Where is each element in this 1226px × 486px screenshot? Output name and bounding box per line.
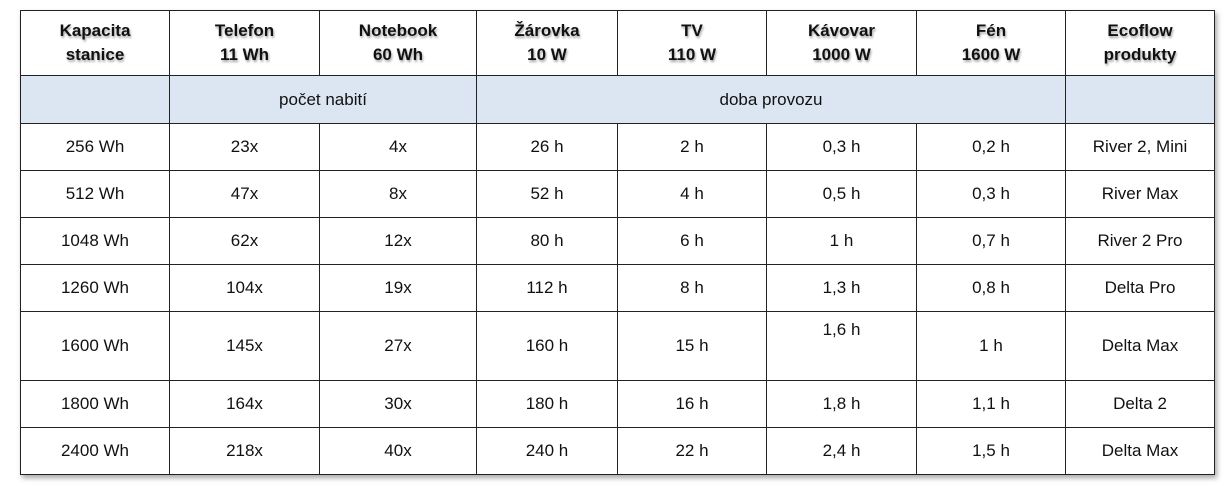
table-cell: River 2 Pro — [1065, 217, 1215, 265]
table-cell: 1260 Wh — [20, 264, 170, 312]
table-row: 2400 Wh 218x 40x 240 h 22 h 2,4 h 1,5 h Delta M… — [20, 427, 1215, 475]
header-cell: TV 110 W — [617, 10, 767, 76]
table-cell: 1,6 h — [766, 311, 917, 381]
table-cell: 0,8 h — [916, 264, 1066, 312]
table-container: Kapacita stanice Telefon 11 Wh Notebook 60 Wh… — [20, 10, 1215, 475]
header-line: TV — [681, 21, 703, 40]
table-cell: 0,5 h — [766, 170, 917, 218]
table-cell: 40x — [319, 427, 477, 475]
table-cell: 30x — [319, 380, 477, 428]
table-cell: 52 h — [476, 170, 618, 218]
table-cell: 8x — [319, 170, 477, 218]
table-cell: 0,3 h — [766, 123, 917, 171]
header-cell: Ecoflow produkty — [1065, 10, 1215, 76]
table-cell: 62x — [169, 217, 320, 265]
group-cell — [20, 75, 170, 124]
header-cell: Notebook 60 Wh — [319, 10, 477, 76]
table-cell: 218x — [169, 427, 320, 475]
table-cell: 164x — [169, 380, 320, 428]
group-cell: doba provozu — [476, 75, 1066, 124]
table-cell: 12x — [319, 217, 477, 265]
table-cell: 1600 Wh — [20, 311, 170, 381]
group-cell: počet nabití — [169, 75, 477, 124]
table-cell: 2400 Wh — [20, 427, 170, 475]
table-cell: 256 Wh — [20, 123, 170, 171]
table-cell: 160 h — [476, 311, 618, 381]
table-cell: Delta Pro — [1065, 264, 1215, 312]
table-cell: 16 h — [617, 380, 767, 428]
table-cell: 15 h — [617, 311, 767, 381]
table-cell: 4 h — [617, 170, 767, 218]
header-line: 60 Wh — [372, 45, 424, 64]
table-cell: 512 Wh — [20, 170, 170, 218]
header-cell: Telefon 11 Wh — [169, 10, 320, 76]
table-cell: 145x — [169, 311, 320, 381]
table-cell: 23x — [169, 123, 320, 171]
header-line: Telefon — [214, 21, 275, 40]
table-cell: 22 h — [617, 427, 767, 475]
header-line: Notebook — [358, 21, 438, 40]
header-cell: Kávovar 1000 W — [766, 10, 917, 76]
header-line: 110 W — [667, 45, 717, 64]
header-cell: Kapacita stanice — [20, 10, 170, 76]
table-cell: 240 h — [476, 427, 618, 475]
header-line: Kávovar — [807, 21, 876, 40]
table-cell: Delta 2 — [1065, 380, 1215, 428]
table-cell: 104x — [169, 264, 320, 312]
header-cell: Žárovka 10 W — [476, 10, 618, 76]
table-cell: Delta Max — [1065, 311, 1215, 381]
table-cell: 1,1 h — [916, 380, 1066, 428]
table-cell: 1800 Wh — [20, 380, 170, 428]
table-cell: 19x — [319, 264, 477, 312]
header-line: 11 Wh — [219, 45, 270, 64]
table-cell: 4x — [319, 123, 477, 171]
header-row: Kapacita stanice Telefon 11 Wh Notebook 60 Wh… — [20, 10, 1215, 76]
table-cell: 80 h — [476, 217, 618, 265]
table-cell: 1,5 h — [916, 427, 1066, 475]
table-cell: 1048 Wh — [20, 217, 170, 265]
table-cell: 27x — [319, 311, 477, 381]
table: Kapacita stanice Telefon 11 Wh Notebook 60 Wh… — [20, 10, 1215, 475]
group-row: počet nabití doba provozu — [20, 75, 1215, 124]
group-cell — [1065, 75, 1215, 124]
table-cell: 6 h — [617, 217, 767, 265]
header-line: Fén — [975, 21, 1007, 40]
header-line: 1600 W — [961, 45, 1021, 64]
header-line: stanice — [65, 45, 125, 64]
table-cell: 0,2 h — [916, 123, 1066, 171]
header-line: 1000 W — [812, 45, 871, 64]
table-cell: 26 h — [476, 123, 618, 171]
header-line: 10 W — [527, 45, 567, 64]
table-cell: 1,3 h — [766, 264, 917, 312]
header-line: Žárovka — [514, 21, 580, 40]
header-cell: Fén 1600 W — [916, 10, 1066, 76]
table-cell: 0,7 h — [916, 217, 1066, 265]
table-cell: 112 h — [476, 264, 618, 312]
table-cell: River 2, Mini — [1065, 123, 1215, 171]
header-line: Kapacita — [59, 21, 131, 40]
header-line: Ecoflow — [1107, 21, 1173, 40]
table-cell: 0,3 h — [916, 170, 1066, 218]
table-cell: 1,8 h — [766, 380, 917, 428]
header-line: produkty — [1103, 45, 1177, 64]
table-cell: River Max — [1065, 170, 1215, 218]
table-cell: 1 h — [766, 217, 917, 265]
table-cell: Delta Max — [1065, 427, 1215, 475]
table-cell: 180 h — [476, 380, 618, 428]
table-cell: 47x — [169, 170, 320, 218]
table-cell: 8 h — [617, 264, 767, 312]
table-cell: 2 h — [617, 123, 767, 171]
table-cell: 2,4 h — [766, 427, 917, 475]
table-cell: 1 h — [916, 311, 1066, 381]
table-row: 1800 Wh 164x 30x 180 h 16 h 1,8 h 1,1 h Delta 2 — [20, 380, 1215, 428]
